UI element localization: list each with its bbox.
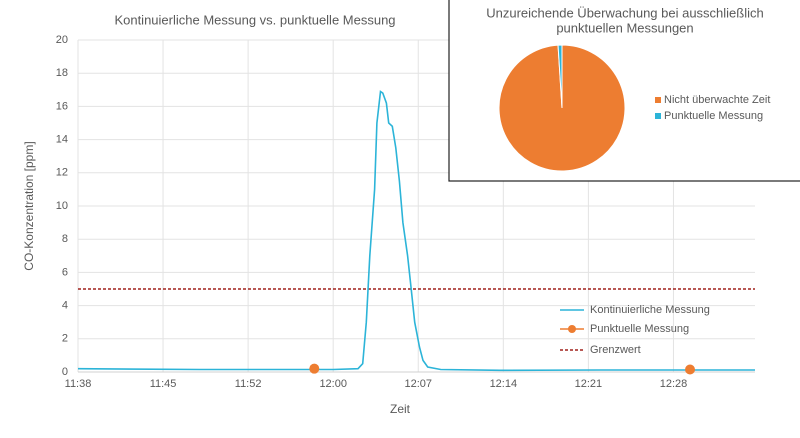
y-tick-label: 4 <box>62 300 68 312</box>
chart-title: Unzureichende Überwachung bei ausschließ… <box>486 5 764 20</box>
y-tick-label: 18 <box>56 67 68 79</box>
y-tick-label: 14 <box>56 134 68 146</box>
x-tick-label: 11:45 <box>150 378 177 390</box>
legend-swatch <box>568 325 576 333</box>
chart-title: punktuellen Messungen <box>556 20 693 35</box>
y-tick-label: 10 <box>56 200 68 212</box>
legend-label: Punktuelle Messung <box>664 110 763 122</box>
data-line <box>77 90 755 372</box>
y-tick-label: 8 <box>62 233 68 245</box>
data-point <box>309 363 320 374</box>
x-tick-label: 12:00 <box>319 378 347 390</box>
y-tick-label: 16 <box>56 100 68 112</box>
legend-label: Nicht überwachte Zeit <box>664 94 770 106</box>
chart-title: Kontinuierliche Messung vs. punktuelle M… <box>114 12 395 27</box>
x-axis-label: Zeit <box>390 402 411 416</box>
x-tick-label: 11:38 <box>65 378 92 390</box>
x-tick-label: 11:52 <box>235 378 262 390</box>
x-tick-label: 12:28 <box>660 378 688 390</box>
legend-label: Grenzwert <box>590 344 641 356</box>
data-point <box>685 364 696 375</box>
y-tick-label: 20 <box>56 34 68 46</box>
y-tick-label: 0 <box>62 366 68 378</box>
legend-swatch <box>655 113 661 119</box>
legend-swatch <box>655 97 661 103</box>
y-axis-label: CO-Konzentration [ppm] <box>22 141 36 270</box>
y-tick-label: 12 <box>56 167 68 179</box>
x-tick-label: 12:21 <box>575 378 603 390</box>
legend-label: Kontinuierliche Messung <box>590 304 710 316</box>
y-tick-label: 2 <box>62 333 68 345</box>
pie-slice <box>557 44 563 109</box>
y-tick-label: 6 <box>62 266 68 278</box>
x-tick-label: 12:14 <box>490 378 518 390</box>
legend-label: Punktuelle Messung <box>590 323 689 335</box>
x-tick-label: 12:07 <box>405 378 433 390</box>
